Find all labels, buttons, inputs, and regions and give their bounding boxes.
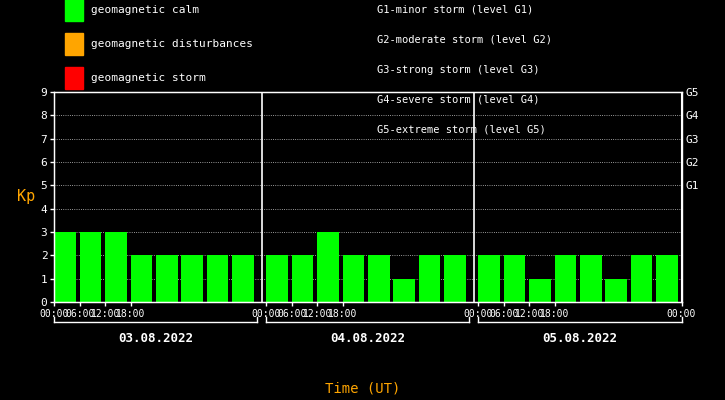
Text: G2-moderate storm (level G2): G2-moderate storm (level G2) xyxy=(377,35,552,45)
Bar xyxy=(394,279,415,302)
Bar xyxy=(156,255,178,302)
Text: 03.08.2022: 03.08.2022 xyxy=(118,332,194,344)
Bar xyxy=(580,255,602,302)
Text: Time (UT): Time (UT) xyxy=(325,381,400,395)
Text: 05.08.2022: 05.08.2022 xyxy=(542,332,618,344)
Bar xyxy=(181,255,203,302)
Bar xyxy=(130,255,152,302)
Text: G1-minor storm (level G1): G1-minor storm (level G1) xyxy=(377,5,534,15)
Bar xyxy=(631,255,652,302)
Bar xyxy=(266,255,288,302)
Text: geomagnetic disturbances: geomagnetic disturbances xyxy=(91,39,252,49)
Text: 04.08.2022: 04.08.2022 xyxy=(331,332,405,344)
Bar xyxy=(529,279,551,302)
Bar xyxy=(232,255,254,302)
Text: geomagnetic calm: geomagnetic calm xyxy=(91,5,199,15)
Bar xyxy=(54,232,76,302)
Bar xyxy=(555,255,576,302)
Text: G4-severe storm (level G4): G4-severe storm (level G4) xyxy=(377,95,539,105)
Bar xyxy=(504,255,526,302)
Bar xyxy=(444,255,465,302)
Text: Kp: Kp xyxy=(17,190,36,204)
Bar xyxy=(342,255,364,302)
Bar xyxy=(291,255,313,302)
Bar xyxy=(368,255,389,302)
Bar xyxy=(80,232,102,302)
Text: G3-strong storm (level G3): G3-strong storm (level G3) xyxy=(377,65,539,75)
Bar xyxy=(105,232,127,302)
Bar xyxy=(207,255,228,302)
Bar xyxy=(605,279,627,302)
Bar xyxy=(419,255,440,302)
Bar xyxy=(478,255,500,302)
Text: G5-extreme storm (level G5): G5-extreme storm (level G5) xyxy=(377,125,546,135)
Bar xyxy=(656,255,678,302)
Bar xyxy=(317,232,339,302)
Text: geomagnetic storm: geomagnetic storm xyxy=(91,73,205,83)
